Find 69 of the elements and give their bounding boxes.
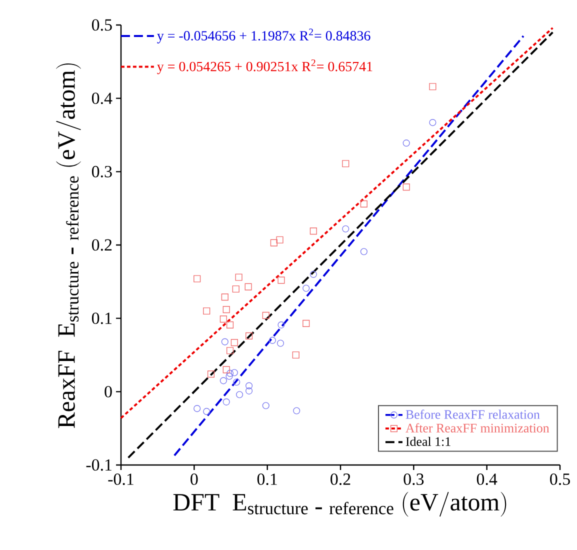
point — [230, 369, 238, 376]
point — [221, 338, 228, 346]
point — [262, 402, 270, 410]
point — [310, 228, 317, 235]
point — [194, 404, 201, 412]
point — [270, 239, 278, 246]
y-tick-label: 0.2 — [92, 239, 112, 251]
point — [233, 378, 240, 386]
point — [246, 332, 253, 340]
point — [222, 366, 230, 374]
point — [220, 316, 227, 323]
point — [221, 294, 228, 301]
point — [207, 370, 215, 378]
point — [222, 306, 230, 314]
point — [222, 398, 230, 406]
legend-label: After ReaxFF minimization — [406, 423, 550, 432]
point — [429, 119, 436, 126]
y-tick-label: 0.5 — [92, 19, 112, 31]
point — [232, 285, 240, 293]
point — [194, 275, 201, 282]
y-axis-title: $\mathrm{ReaxFF\ \ E}_{\mathrm{structure\ \textrm{-}\ reference}}\ \mathrm{(eV/atom)}$ — [56, 63, 81, 428]
y-tick-label: 0.3 — [92, 166, 112, 178]
point — [220, 377, 227, 384]
legend-label: Ideal 1:1 — [406, 436, 450, 446]
point — [236, 391, 244, 398]
y-tick-label: -0.1 — [86, 459, 112, 471]
y-tick-label: 0 — [104, 386, 112, 398]
point — [246, 382, 253, 390]
x-axis-title: $\mathrm{DFT\ \ E}_{\mathrm{structure\ \textrm{-}\ reference}}\ \mathrm{(eV/atom)}$ — [173, 492, 506, 517]
point — [246, 387, 253, 394]
annotation: y = -0.054656 + 1.1987x R$^{2}$= 0.84836 — [157, 28, 370, 44]
point — [310, 270, 317, 278]
point — [402, 140, 410, 147]
point — [268, 336, 276, 344]
point — [302, 284, 310, 292]
annotation: y = 0.054265 + 0.90251x R$^{2}$= 0.65741 — [157, 59, 372, 74]
point — [226, 321, 234, 328]
x-tick-label: 0 — [190, 474, 198, 485]
point — [402, 184, 410, 191]
point — [262, 312, 270, 319]
point — [226, 347, 234, 354]
point — [293, 407, 300, 414]
point — [360, 248, 368, 256]
point — [278, 276, 285, 284]
x-tick-label: 0.1 — [257, 474, 277, 485]
point — [429, 83, 436, 90]
point — [276, 340, 284, 347]
point — [342, 160, 350, 168]
point — [203, 408, 210, 416]
point — [278, 321, 285, 328]
x-tick-label: 0.2 — [330, 474, 350, 485]
x-tick-label: 0.3 — [404, 474, 424, 485]
point — [244, 283, 252, 290]
point — [292, 351, 300, 359]
point — [360, 200, 368, 208]
point — [226, 370, 234, 377]
y-tick-label: 0.4 — [92, 92, 112, 104]
point — [342, 225, 350, 232]
point — [235, 274, 242, 281]
x-tick-label: 0.4 — [476, 474, 498, 485]
x-tick-label: 0.5 — [550, 474, 570, 485]
point — [302, 320, 310, 328]
x-tick-label: -0.1 — [108, 474, 134, 485]
legend-label: Before ReaxFF relaxation — [406, 410, 540, 419]
point — [226, 372, 233, 380]
point — [203, 307, 210, 315]
point — [230, 339, 238, 346]
point — [276, 236, 284, 244]
y-tick-label: 0.1 — [92, 312, 112, 324]
